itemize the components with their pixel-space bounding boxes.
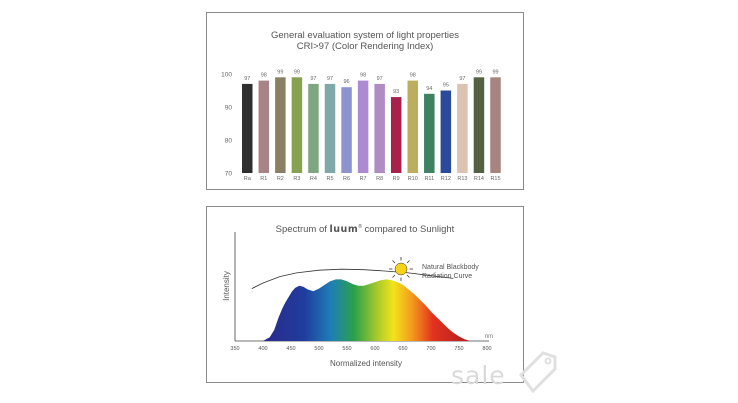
cri-bar-value-label: 99: [492, 69, 498, 75]
cri-x-tick-label: R1: [260, 176, 267, 182]
cri-bar-value-label: 98: [261, 73, 267, 79]
cri-x-tick-label: R14: [474, 176, 484, 182]
cri-y-tick-label: 70: [225, 171, 233, 178]
cri-x-tick-label: R8: [376, 176, 383, 182]
cri-bar: [275, 77, 286, 173]
cri-x-tick-label: R4: [310, 176, 317, 182]
cri-bar: [242, 83, 253, 173]
cri-bar: [258, 80, 270, 173]
cri-chart-title: General evaluation system of light prope…: [271, 30, 459, 41]
cri-bar-value-label: 97: [244, 76, 250, 82]
cri-x-tick-label: R5: [326, 176, 333, 182]
cri-bar: [490, 77, 501, 173]
cri-bar-value-label: 98: [410, 73, 416, 79]
cri-bar-value-label: 99: [277, 69, 283, 75]
sun-disc: [394, 262, 408, 276]
spectrum-title-suffix: compared to Sunlight: [364, 224, 455, 236]
spectrum-x-tick-label: 400: [258, 346, 267, 352]
cri-x-tick-label: R12: [441, 176, 451, 182]
cri-bar: [390, 97, 402, 173]
cri-bar: [324, 83, 336, 173]
cri-bar: [374, 83, 385, 173]
cri-x-tick-label: R7: [360, 176, 367, 182]
spectrum-x-tick-label: 500: [314, 346, 323, 352]
spectrum-chart-panel: Spectrum of luum® compared to Sunlight 3…: [206, 206, 524, 383]
cri-bar-value-label: 95: [443, 83, 449, 89]
blackbody-annotation-line2: Radiation Curve: [422, 273, 472, 280]
spectrum-chart-title: Spectrum of luum® compared to Sunlight: [207, 222, 523, 235]
watermark-tag-icon: [519, 351, 557, 394]
cri-x-tick-label: R6: [343, 176, 350, 182]
spectrum-x-unit-label: nm: [485, 334, 493, 340]
luum-brand-logo: luum: [329, 224, 359, 236]
cri-bar-value-label: 94: [426, 86, 432, 92]
spectrum-x-tick-label: 550: [342, 346, 351, 352]
cri-bar-value-label: 99: [294, 69, 300, 75]
cri-bar: [357, 80, 369, 173]
cri-bar-value-label: 97: [327, 76, 333, 82]
cri-chart-panel: General evaluation system of light prope…: [206, 12, 524, 190]
blackbody-annotation-line1: Natural Blackbody: [422, 264, 479, 271]
luum-spectrum-area: [263, 279, 471, 341]
cri-y-tick-label: 100: [221, 72, 232, 79]
cri-x-tick-label: R11: [424, 176, 434, 182]
spectrum-title-prefix: Spectrum of: [275, 224, 327, 236]
cri-bar-value-label: 98: [360, 73, 366, 79]
cri-y-tick-label: 90: [225, 105, 233, 112]
cri-bar-value-label: 97: [310, 76, 316, 82]
sun-ray: [406, 260, 410, 264]
cri-bar: [291, 77, 303, 173]
cri-bar-value-label: 97: [377, 76, 383, 82]
sale-watermark: sale: [451, 345, 561, 394]
spectrum-area-chart: 350 400 450 500 550 600 650 700 750 800 nm Normaliz…: [222, 232, 493, 368]
spectrum-x-tick-label: 700: [426, 346, 435, 352]
blackbody-radiation-curve: [251, 268, 454, 289]
cri-bar-chart: 70 80 90 100 97 Ra 98 R1 99 R2 99 R3 97 R4 97 R5 96 R6 98 R…: [221, 69, 501, 182]
cri-x-tick-label: R9: [393, 176, 400, 182]
cri-bar: [440, 90, 452, 173]
spectrum-x-tick-label: 750: [454, 346, 463, 352]
cri-bar: [341, 87, 352, 173]
cri-bar-value-label: 97: [459, 76, 465, 82]
sun-ray: [406, 274, 410, 278]
sun-ray: [392, 274, 396, 278]
spectrum-x-tick-label: 800: [482, 346, 491, 352]
sun-ray: [392, 260, 396, 264]
spectrum-x-tick-label: 350: [230, 346, 239, 352]
cri-x-tick-label: R3: [293, 176, 300, 182]
cri-bar-value-label: 96: [343, 79, 349, 85]
cri-bar-value-label: 93: [393, 89, 399, 95]
spectrum-x-tick-label: 650: [398, 346, 407, 352]
spectrum-x-axis-title: Normalized intensity: [330, 359, 402, 368]
cri-bar: [424, 93, 435, 173]
brand-registered-mark: ®: [358, 224, 362, 230]
cri-chart-subtitle: CRI>97 (Color Rendering Index): [296, 41, 434, 52]
cri-bar: [308, 83, 319, 173]
cri-x-tick-label: R15: [490, 176, 500, 182]
cri-bar: [473, 77, 485, 173]
cri-bar: [407, 80, 418, 173]
cri-x-tick-label: R10: [408, 176, 418, 182]
watermark-text: sale: [451, 361, 506, 390]
cri-x-tick-label: R2: [277, 176, 284, 182]
cri-bar: [457, 83, 468, 173]
cri-bar-value-label: 99: [476, 69, 482, 75]
cri-x-tick-label: R13: [457, 176, 467, 182]
spectrum-y-axis-title: Intensity: [222, 271, 231, 301]
spectrum-x-tick-label: 600: [370, 346, 379, 352]
cri-x-tick-label: Ra: [244, 176, 252, 182]
cri-y-tick-label: 80: [225, 138, 233, 145]
sun-icon: [389, 257, 413, 281]
spectrum-x-tick-label: 450: [286, 346, 295, 352]
